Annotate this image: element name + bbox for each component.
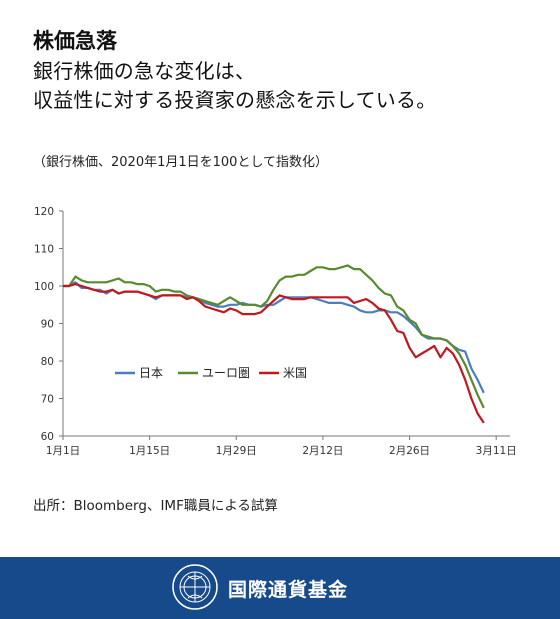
imf-seal-icon	[172, 564, 218, 610]
x-tick-label: 1月1日	[46, 445, 80, 457]
y-tick-label: 70	[41, 394, 54, 406]
x-tick-label: 2月26日	[389, 445, 430, 457]
line-chart: 60 70 80 90 100 110 120 1月1日 1月15日 1月29日 2月12日 2月26…	[34, 206, 517, 457]
y-tick-label: 90	[41, 319, 54, 331]
x-tick-label: 3月11日	[476, 445, 517, 457]
y-tick-label: 120	[34, 206, 54, 218]
chart-title: 株価急落	[33, 29, 117, 53]
x-tick-label: 1月15日	[129, 445, 170, 457]
series-line-1	[63, 264, 485, 409]
y-tick-label: 80	[41, 356, 54, 368]
y-tick-label: 110	[34, 244, 54, 256]
y-tick-label: 100	[34, 281, 54, 293]
chart-note: （銀行株価、2020年1月1日を100として指数化）	[33, 155, 329, 170]
series-line-2	[63, 283, 485, 424]
legend-label-0: 日本	[139, 366, 163, 380]
legend-label-1: ユーロ圏	[202, 366, 250, 380]
source-note: 出所：Bloomberg、IMF職員による試算	[33, 498, 278, 514]
series-line-0	[63, 281, 485, 394]
chart-subtitle-line2: 収益性に対する投資家の懸念を示している。	[33, 88, 437, 112]
x-tick-label: 1月29日	[216, 445, 257, 457]
y-tick-label: 60	[41, 431, 54, 443]
legend-label-2: 米国	[283, 366, 307, 380]
footer-bar: 国際通貨基金	[0, 557, 560, 619]
x-tick-label: 2月12日	[302, 445, 343, 457]
org-name: 国際通貨基金	[228, 579, 349, 601]
chart-subtitle-line1: 銀行株価の急な変化は、	[33, 59, 256, 83]
